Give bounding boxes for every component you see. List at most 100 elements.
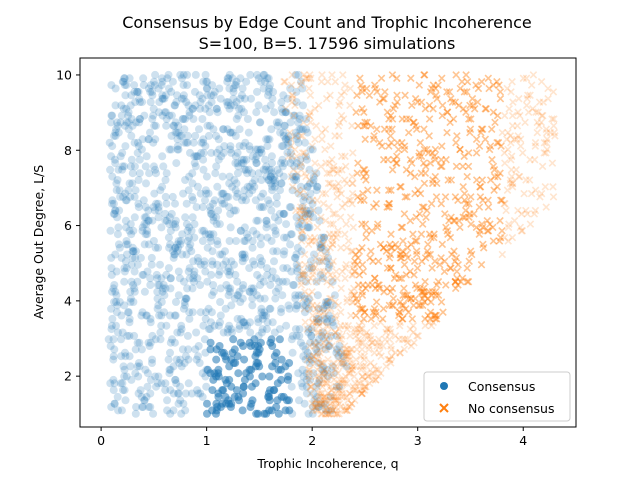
no-consensus-point bbox=[346, 389, 354, 398]
no-consensus-point bbox=[551, 132, 559, 140]
no-consensus-point bbox=[313, 366, 322, 374]
no-consensus-point bbox=[538, 111, 546, 120]
no-consensus-point bbox=[418, 301, 427, 310]
no-consensus-point bbox=[312, 359, 320, 367]
no-consensus-point bbox=[316, 247, 325, 255]
no-consensus-point bbox=[388, 301, 396, 310]
consensus-point bbox=[127, 277, 136, 286]
consensus-point bbox=[134, 203, 143, 212]
consensus-point bbox=[173, 247, 182, 256]
no-consensus-point bbox=[328, 393, 337, 401]
consensus-point bbox=[117, 311, 126, 320]
consensus-point bbox=[314, 206, 323, 215]
no-consensus-point bbox=[387, 186, 395, 194]
no-consensus-point bbox=[352, 386, 360, 394]
consensus-point bbox=[112, 125, 121, 134]
consensus-point bbox=[149, 162, 158, 171]
consensus-point bbox=[203, 277, 212, 286]
consensus-point bbox=[219, 189, 228, 198]
no-consensus-point bbox=[403, 291, 411, 299]
consensus-point bbox=[142, 179, 150, 188]
no-consensus-point bbox=[298, 227, 307, 235]
no-consensus-point bbox=[356, 386, 364, 394]
consensus-point bbox=[302, 155, 311, 164]
consensus-point bbox=[238, 250, 247, 259]
no-consensus-point bbox=[341, 372, 350, 381]
consensus-point bbox=[286, 159, 295, 168]
consensus-point bbox=[107, 325, 116, 334]
no-consensus-point bbox=[344, 369, 353, 377]
consensus-point bbox=[254, 318, 263, 327]
no-consensus-point bbox=[363, 369, 371, 377]
no-consensus-point bbox=[412, 237, 421, 245]
no-consensus-point bbox=[301, 206, 309, 215]
consensus-point bbox=[209, 213, 218, 222]
no-consensus-point bbox=[376, 342, 384, 350]
no-consensus-point bbox=[312, 342, 321, 350]
consensus-point bbox=[142, 152, 151, 161]
no-consensus-point bbox=[373, 342, 381, 350]
no-consensus-point bbox=[550, 128, 559, 137]
no-consensus-point bbox=[338, 332, 346, 340]
no-consensus-point bbox=[346, 369, 354, 377]
no-consensus-point bbox=[307, 382, 315, 391]
consensus-point bbox=[182, 138, 191, 147]
no-consensus-point bbox=[343, 325, 351, 333]
no-consensus-point bbox=[331, 132, 339, 140]
no-consensus-point bbox=[486, 220, 494, 228]
no-consensus-point bbox=[340, 352, 349, 360]
consensus-point bbox=[139, 74, 148, 83]
consensus-point bbox=[294, 369, 303, 378]
consensus-point bbox=[315, 257, 324, 266]
consensus-point bbox=[175, 274, 184, 283]
consensus-point bbox=[166, 274, 175, 283]
consensus-point bbox=[143, 226, 152, 235]
consensus-point bbox=[253, 145, 262, 154]
consensus-point bbox=[112, 186, 121, 195]
no-consensus-point bbox=[346, 196, 355, 205]
consensus-point bbox=[157, 379, 166, 388]
no-consensus-point bbox=[431, 257, 439, 266]
no-consensus-point bbox=[329, 406, 337, 415]
no-consensus-point bbox=[348, 345, 356, 354]
no-consensus-point bbox=[311, 159, 319, 167]
consensus-point bbox=[154, 281, 162, 289]
consensus-point bbox=[267, 152, 276, 161]
no-consensus-point bbox=[509, 179, 517, 188]
consensus-point bbox=[270, 257, 278, 266]
consensus-point bbox=[127, 375, 136, 384]
consensus-point bbox=[129, 247, 138, 256]
no-consensus-point bbox=[349, 223, 358, 232]
consensus-point bbox=[257, 308, 266, 317]
consensus-point bbox=[279, 128, 288, 137]
consensus-point bbox=[258, 325, 267, 334]
no-consensus-point bbox=[364, 332, 372, 340]
consensus-point bbox=[295, 325, 304, 334]
consensus-point bbox=[119, 362, 128, 371]
no-consensus-point bbox=[310, 342, 319, 350]
consensus-point bbox=[291, 253, 300, 262]
consensus-point bbox=[182, 220, 191, 229]
no-consensus-point bbox=[503, 186, 512, 194]
no-consensus-point bbox=[476, 183, 484, 191]
no-consensus-point bbox=[535, 122, 543, 130]
consensus-point bbox=[225, 179, 234, 188]
no-consensus-point bbox=[299, 271, 307, 279]
no-consensus-point bbox=[489, 162, 498, 171]
no-consensus-point bbox=[316, 362, 324, 371]
no-consensus-point bbox=[351, 257, 359, 266]
no-consensus-point bbox=[518, 149, 527, 157]
no-consensus-point bbox=[548, 159, 557, 167]
no-consensus-point bbox=[317, 399, 326, 408]
no-consensus-point bbox=[455, 216, 463, 225]
no-consensus-point bbox=[315, 372, 323, 381]
no-consensus-point bbox=[334, 332, 342, 340]
no-consensus-point bbox=[379, 155, 388, 164]
consensus-point bbox=[280, 121, 289, 130]
no-consensus-point bbox=[334, 369, 342, 377]
consensus-point bbox=[246, 70, 255, 79]
consensus-point bbox=[232, 81, 241, 90]
no-consensus-point bbox=[387, 342, 395, 350]
consensus-point bbox=[171, 223, 180, 232]
consensus-point bbox=[184, 379, 193, 388]
